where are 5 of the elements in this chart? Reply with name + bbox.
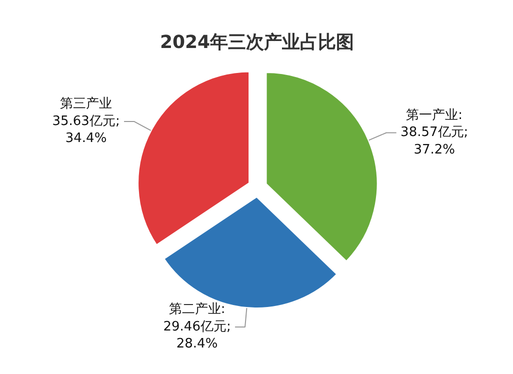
slice-label: 第一产业: 38.57亿元; 37.2% [400, 108, 468, 158]
slice-label: 第三产业 [60, 96, 112, 112]
chart-title: 2024年三次产业占比图 [160, 32, 354, 53]
data-label: 35.63亿元; 34.4% [52, 114, 120, 146]
slice-label: 第二产业: 29.46亿元; 28.4% [163, 302, 231, 352]
